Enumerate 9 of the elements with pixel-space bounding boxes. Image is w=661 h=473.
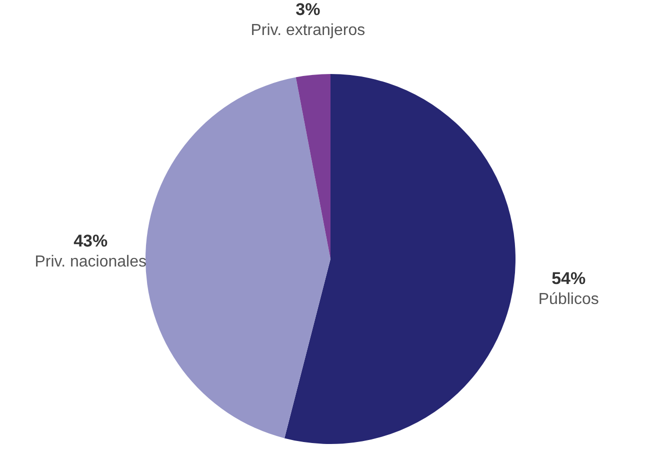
slice-label: Priv. nacionales (34, 253, 146, 270)
pie-slice (296, 74, 330, 259)
data-label: 54% (552, 269, 586, 288)
slice-label: Priv. extranjeros (250, 22, 366, 40)
data-label: 43% (74, 231, 108, 250)
pie-slice (146, 77, 330, 438)
slice-label: Públicos (538, 291, 599, 308)
pie-slice (284, 74, 516, 444)
data-label: 3% (296, 0, 320, 20)
